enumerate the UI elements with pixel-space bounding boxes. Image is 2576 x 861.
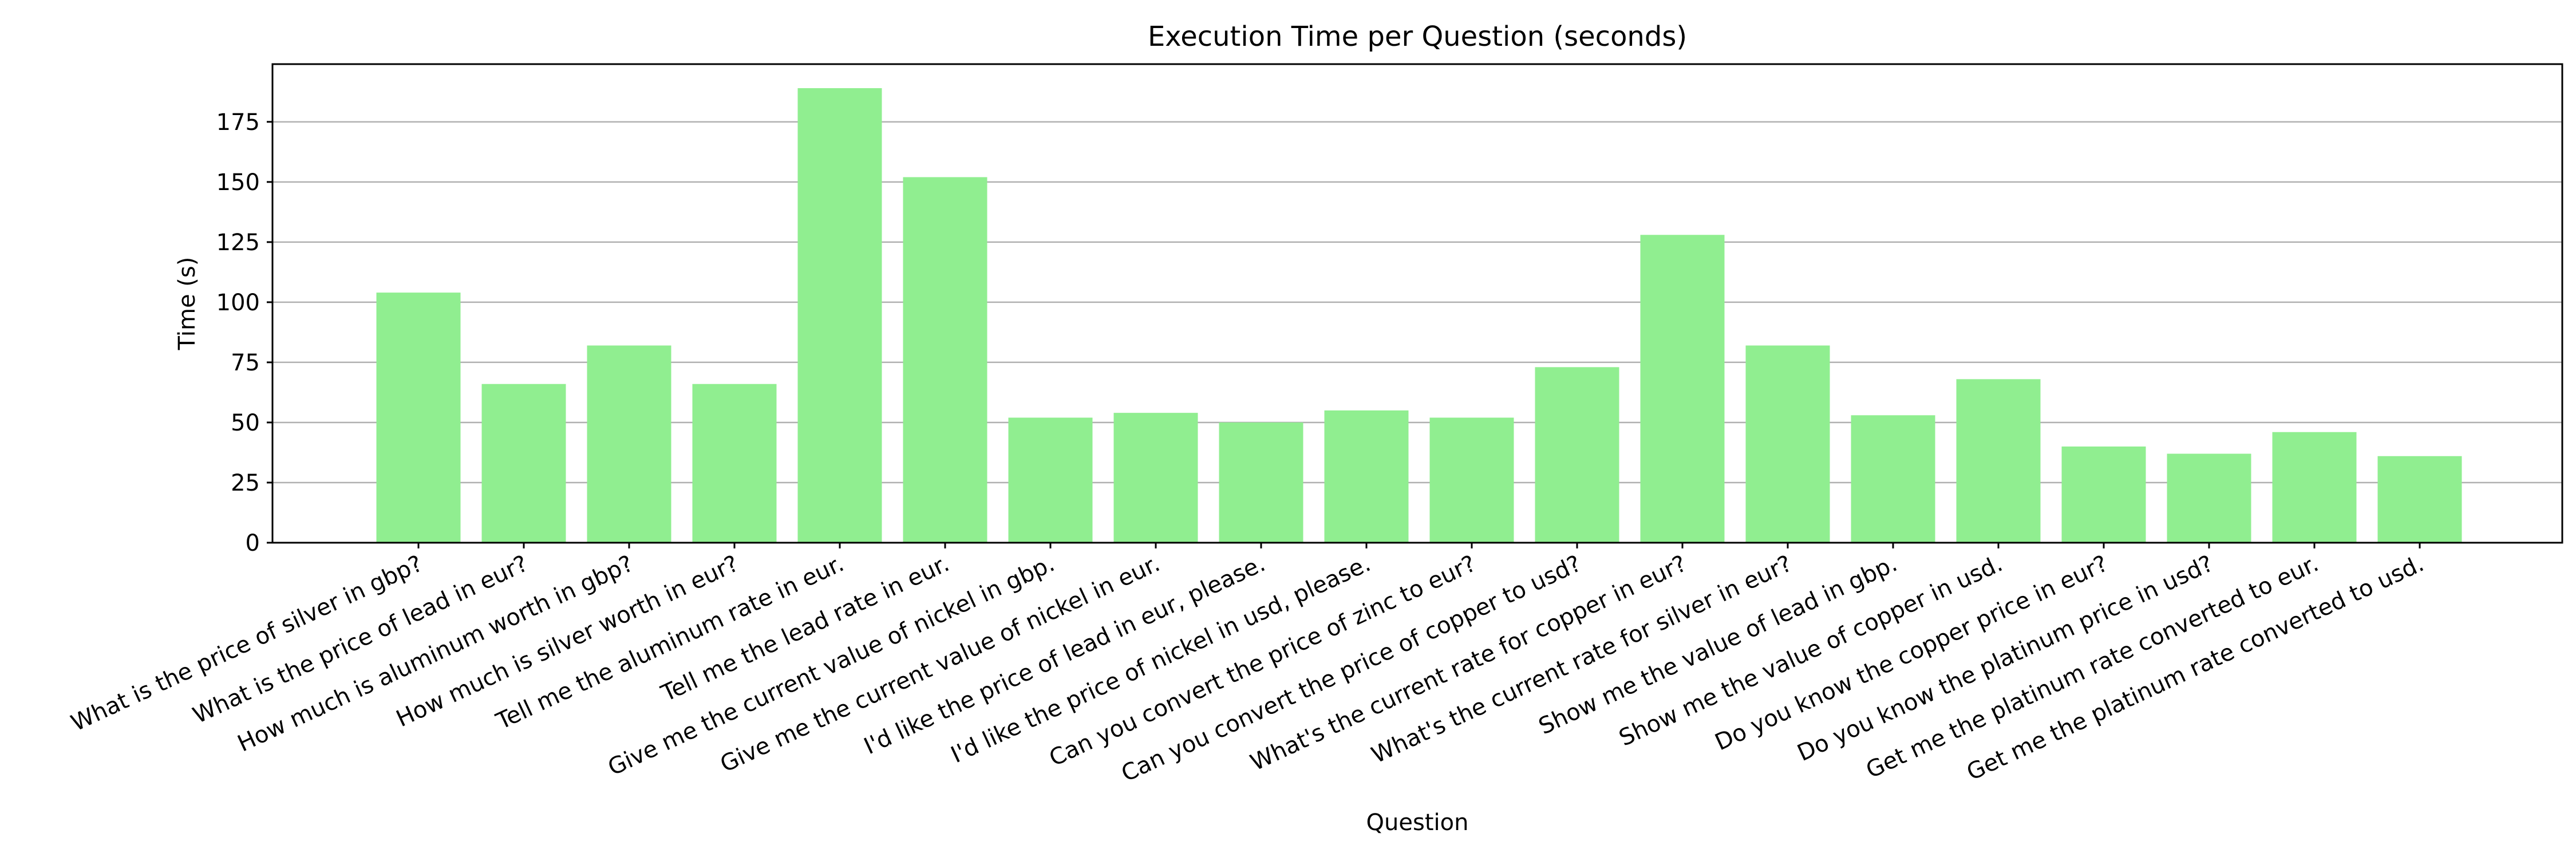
bar	[692, 384, 777, 543]
bar	[1956, 379, 2041, 543]
bar	[1851, 415, 1935, 543]
bar	[1008, 417, 1093, 543]
plot-area-frame	[271, 63, 2563, 544]
y-tick-label: 125	[216, 230, 260, 256]
bar	[797, 88, 882, 543]
y-tick-label: 100	[216, 290, 260, 316]
y-tick-label: 50	[231, 410, 260, 436]
y-axis-label: Time (s)	[174, 257, 200, 351]
y-tick-label: 175	[216, 109, 260, 136]
y-tick-label: 75	[231, 350, 260, 376]
bar	[2272, 432, 2357, 543]
x-axis-label: Question	[1366, 809, 1469, 836]
x-axis: What is the price of silver in gbp?What …	[67, 543, 2428, 787]
bar	[1324, 410, 1409, 543]
bar	[481, 384, 566, 543]
bar	[1429, 417, 1514, 543]
y-tick-label: 150	[216, 169, 260, 196]
bar	[2061, 446, 2146, 543]
y-axis: 0 25 50 75 100 125 150 175	[216, 109, 272, 556]
bar	[1640, 235, 1725, 543]
bar	[2377, 456, 2462, 543]
bar	[1745, 345, 1830, 543]
bar	[587, 345, 671, 543]
y-tick-label: 25	[231, 470, 260, 496]
bar	[376, 293, 461, 543]
bar	[2167, 453, 2251, 543]
y-tick-label: 0	[246, 530, 260, 556]
bars	[376, 88, 2462, 543]
chart-title: Execution Time per Question (seconds)	[1148, 21, 1687, 53]
bar	[1113, 413, 1198, 543]
bar	[1535, 367, 1619, 543]
x-tick-label: How much is aluminum worth in gbp?	[234, 550, 637, 757]
bar	[903, 177, 987, 543]
bar	[1219, 422, 1303, 543]
